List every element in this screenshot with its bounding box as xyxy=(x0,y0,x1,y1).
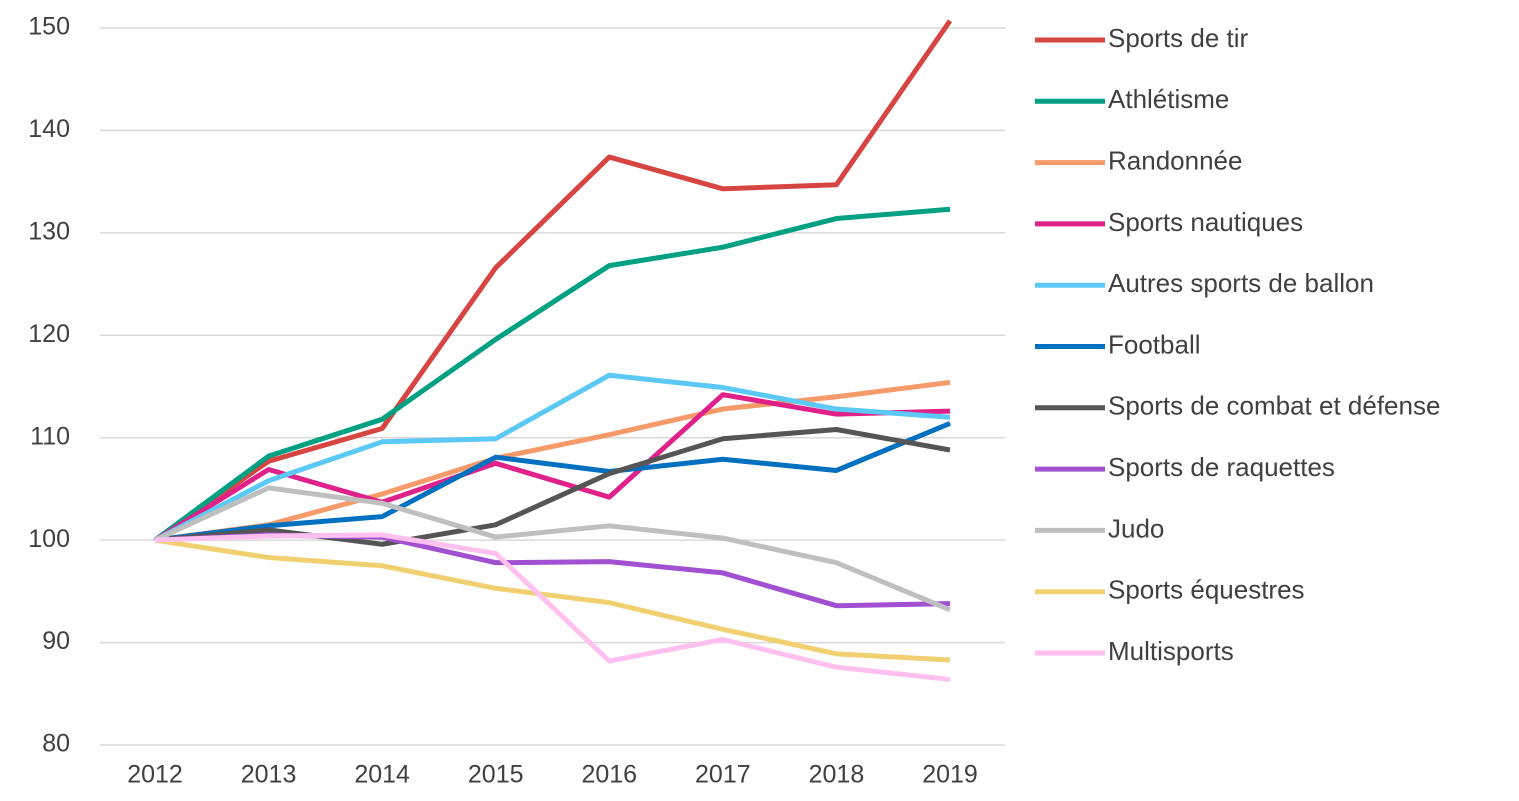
series-line xyxy=(154,421,951,543)
series-line xyxy=(154,379,951,543)
x-tick-label: 2018 xyxy=(809,761,865,789)
x-tick-label: 2019 xyxy=(922,761,978,789)
legend-label: Sports de tir xyxy=(1108,23,1249,53)
y-tick-label: 120 xyxy=(28,320,70,348)
series-line xyxy=(154,537,951,663)
legend-label: Multisports xyxy=(1108,636,1234,666)
series-line xyxy=(153,19,953,543)
legend-label: Athlétisme xyxy=(1108,84,1229,114)
series-line xyxy=(154,532,951,682)
x-tick-label: 2017 xyxy=(695,761,751,789)
legend-label: Judo xyxy=(1108,513,1164,543)
legend-label: Sports de combat et défense xyxy=(1108,391,1440,421)
legend-label: Autres sports de ballon xyxy=(1108,268,1374,298)
series-line xyxy=(153,485,951,613)
y-tick-label: 140 xyxy=(28,115,70,143)
legend-label: Football xyxy=(1108,329,1201,359)
series-line xyxy=(153,372,951,543)
y-tick-label: 80 xyxy=(42,730,70,758)
x-tick-label: 2014 xyxy=(354,761,410,789)
series-line xyxy=(153,206,951,543)
y-tick-label: 100 xyxy=(28,525,70,553)
x-tick-label: 2013 xyxy=(241,761,297,789)
y-tick-label: 130 xyxy=(28,217,70,245)
legend-label: Sports de raquettes xyxy=(1108,452,1335,482)
x-tick-label: 2012 xyxy=(127,761,183,789)
x-tick-label: 2016 xyxy=(581,761,637,789)
legend-label: Sports nautiques xyxy=(1108,207,1303,237)
x-tick-label: 2015 xyxy=(468,761,524,789)
legend-label: Sports équestres xyxy=(1108,575,1305,605)
series-line xyxy=(154,427,951,547)
y-tick-label: 150 xyxy=(28,13,70,41)
legend-label: Randonnée xyxy=(1108,145,1242,175)
y-tick-label: 110 xyxy=(30,422,70,450)
y-tick-label: 90 xyxy=(42,627,70,655)
